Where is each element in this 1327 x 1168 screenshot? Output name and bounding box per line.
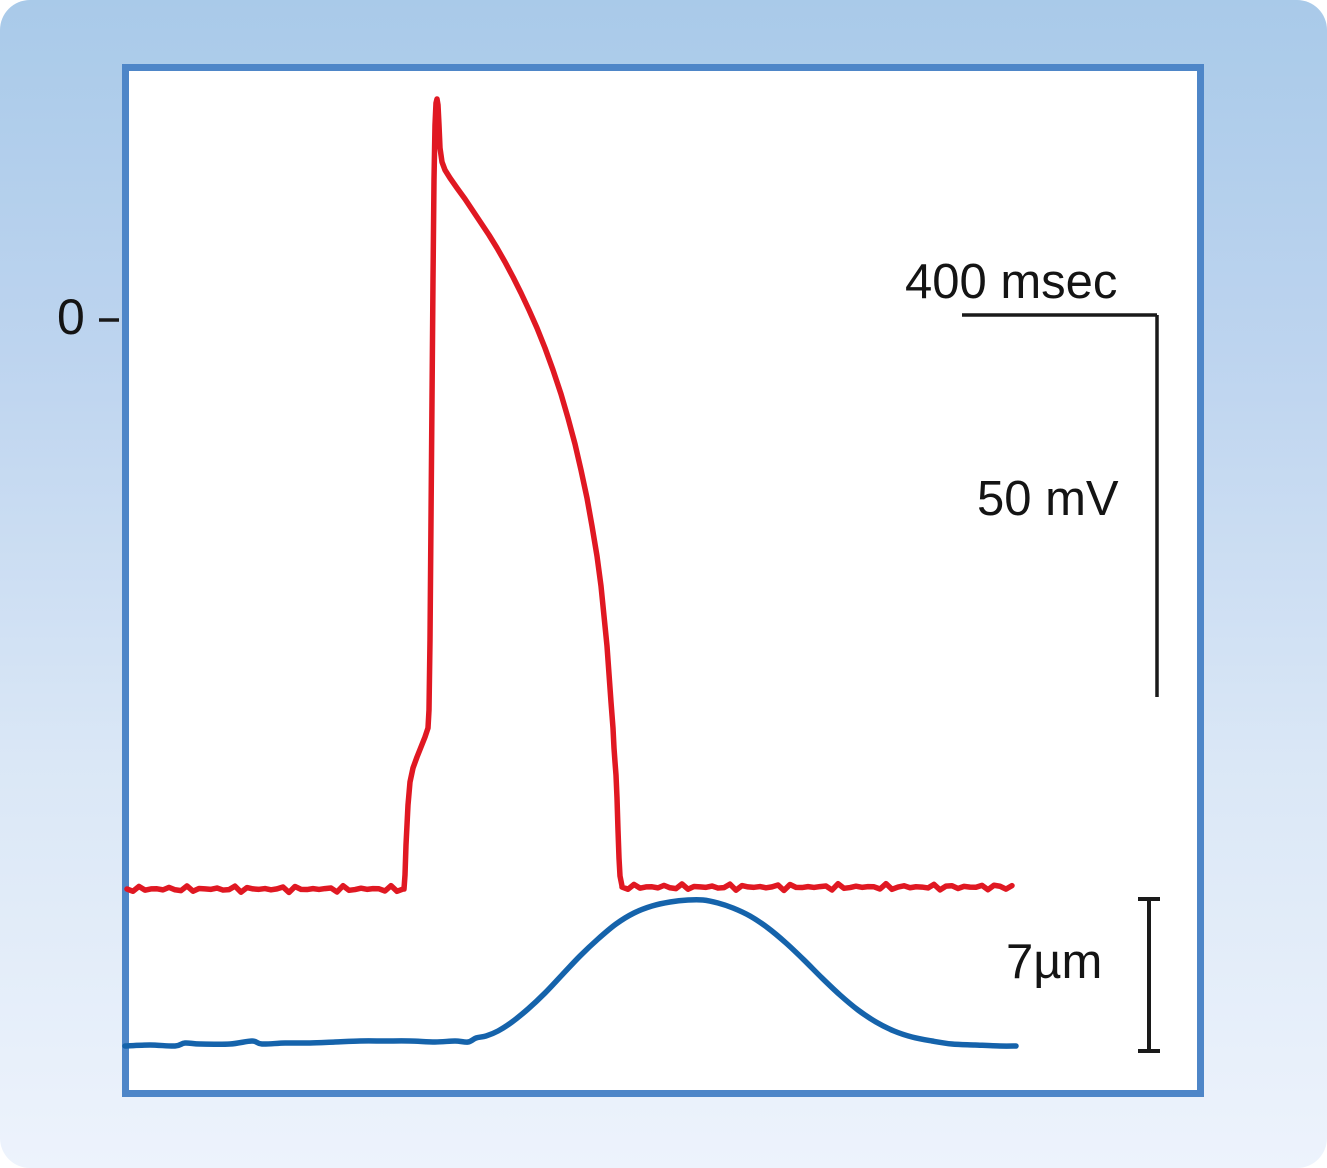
zero-mv-label: 0 <box>57 289 85 345</box>
length-scale-label: 7µm <box>1006 935 1103 989</box>
voltage-scale-label: 50 mV <box>977 472 1119 526</box>
time-scale-label: 400 msec <box>905 255 1118 309</box>
